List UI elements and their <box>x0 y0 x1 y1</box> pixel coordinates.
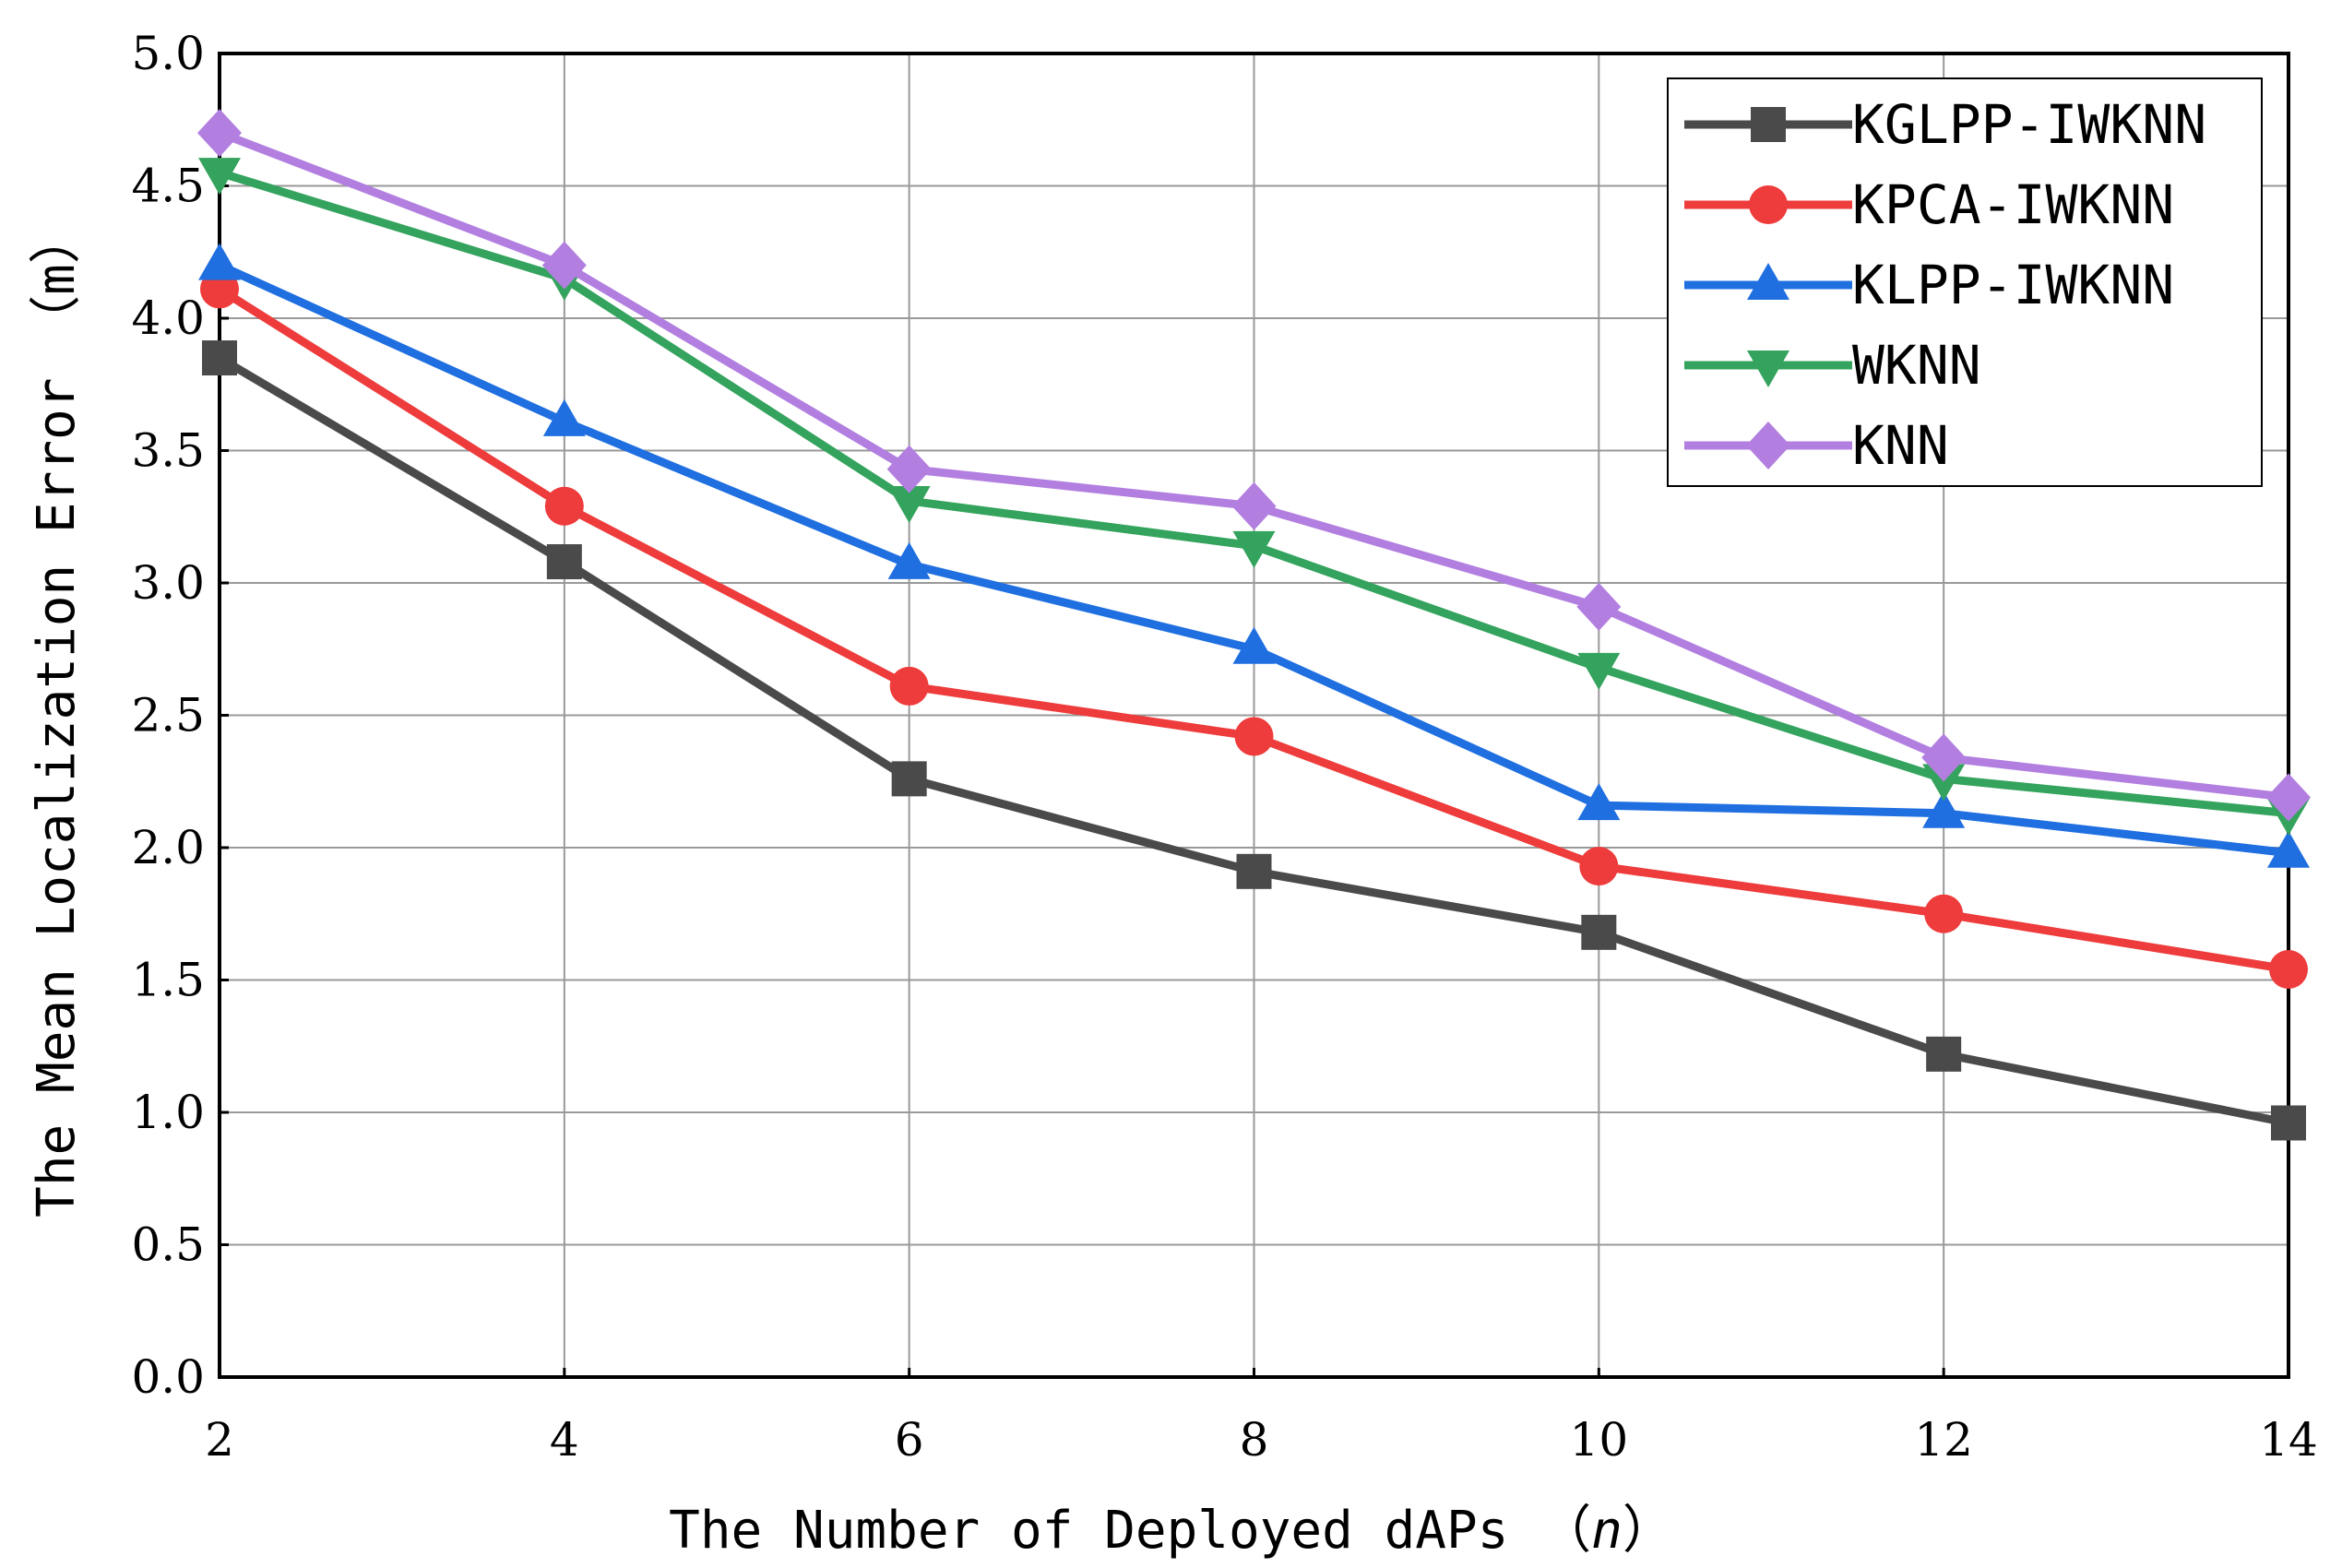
y-tick-label-2: 1.0 <box>131 1086 205 1139</box>
data-point-knn-6 <box>886 445 932 493</box>
data-point-kpca-iwknn-6 <box>889 666 929 706</box>
data-point-klpp-iwknn-14 <box>2267 830 2310 868</box>
x-tick-label-4: 10 <box>1570 1413 1629 1467</box>
x-tick-label-0: 2 <box>205 1413 234 1467</box>
legend-items: KGLPP-IWKNN KPCA-IWKNN KLPP-IWKNN WKNN KNN <box>1684 93 2206 477</box>
x-axis-ticks: 2 4 6 8 10 12 14 <box>205 1368 2318 1467</box>
legend-item-kglpp-iwknn: KGLPP-IWKNN <box>1684 93 2206 156</box>
data-point-kglpp-iwknn-8 <box>1236 853 1272 889</box>
x-axis-title-paren-open: （ <box>1508 1501 1591 1561</box>
x-axis-title: The Number of Deployed dAPs （n） <box>669 1501 1674 1561</box>
series-kglpp-iwknn <box>202 340 2306 1141</box>
x-tick-label-3: 8 <box>1240 1413 1269 1467</box>
y-axis-title: The Mean Localization Error （m） <box>27 212 87 1218</box>
y-tick-label-4: 2.0 <box>131 821 205 874</box>
data-point-kpca-iwknn-14 <box>2269 950 2308 990</box>
y-axis-title-unit: m <box>27 264 87 295</box>
data-point-kpca-iwknn-4 <box>544 486 584 526</box>
legend-item-wknn: WKNN <box>1684 334 1981 397</box>
legend-marker-kglpp-iwknn <box>1751 107 1786 142</box>
x-tick-label-2: 6 <box>895 1413 924 1467</box>
legend-marker-kpca-iwknn <box>1749 185 1788 224</box>
x-axis-title-paren-close: ） <box>1623 1501 1674 1561</box>
legend-item-kpca-iwknn: KPCA-IWKNN <box>1684 173 2174 236</box>
data-point-kpca-iwknn-8 <box>1234 717 1274 756</box>
data-point-wknn-12 <box>1922 764 1966 802</box>
y-tick-label-1: 0.5 <box>131 1218 205 1272</box>
data-point-wknn-10 <box>1577 652 1621 690</box>
legend-label-kglpp-iwknn: KGLPP-IWKNN <box>1852 93 2206 156</box>
y-tick-label-7: 3.5 <box>131 424 205 478</box>
data-point-klpp-iwknn-8 <box>1232 626 1276 664</box>
data-point-klpp-iwknn-12 <box>1922 790 1966 828</box>
data-point-klpp-iwknn-2 <box>198 243 241 280</box>
data-point-knn-12 <box>1921 733 1967 782</box>
y-axis-title-text: The Mean Localization Error <box>27 378 87 1218</box>
data-point-knn-4 <box>541 241 587 290</box>
series-klpp-iwknn <box>198 243 2310 868</box>
y-tick-label-8: 4.0 <box>131 291 205 345</box>
x-tick-label-6: 14 <box>2259 1413 2318 1467</box>
data-point-wknn-6 <box>887 486 931 524</box>
series-group <box>197 109 2311 1141</box>
data-point-klpp-iwknn-6 <box>887 541 931 579</box>
series-knn <box>197 109 2311 822</box>
data-point-knn-2 <box>197 109 242 158</box>
y-tick-label-0: 0.0 <box>131 1350 205 1404</box>
data-point-knn-8 <box>1231 481 1277 530</box>
data-point-klpp-iwknn-4 <box>542 398 586 436</box>
y-axis-ticks: 0.0 0.5 1.0 1.5 2.0 2.5 3.0 3.5 4.0 4.5 5.0 <box>131 27 229 1404</box>
data-point-kglpp-iwknn-12 <box>1926 1036 1962 1072</box>
x-tick-label-1: 4 <box>550 1413 579 1467</box>
y-tick-label-6: 3.0 <box>131 556 205 610</box>
x-axis-title-var: n <box>1591 1501 1623 1561</box>
data-point-kpca-iwknn-12 <box>1924 894 1964 933</box>
data-point-kglpp-iwknn-6 <box>891 761 927 797</box>
data-point-wknn-8 <box>1232 530 1276 568</box>
data-point-kpca-iwknn-10 <box>1579 847 1619 886</box>
legend-item-knn: KNN <box>1684 414 1949 477</box>
y-tick-label-10: 5.0 <box>131 27 205 80</box>
data-point-kglpp-iwknn-10 <box>1581 914 1617 950</box>
legend-item-klpp-iwknn: KLPP-IWKNN <box>1684 254 2174 316</box>
legend-label-knn: KNN <box>1852 414 1949 477</box>
data-point-wknn-2 <box>198 158 241 196</box>
y-axis-title-paren-open: （ <box>27 295 87 378</box>
legend-label-wknn: WKNN <box>1852 334 1981 397</box>
data-point-kglpp-iwknn-4 <box>546 544 582 580</box>
y-tick-label-3: 1.5 <box>131 954 205 1007</box>
legend-label-klpp-iwknn: KLPP-IWKNN <box>1852 254 2174 316</box>
data-point-kglpp-iwknn-14 <box>2271 1105 2306 1141</box>
x-axis-title-text: The Number of Deployed dAPs <box>669 1501 1508 1561</box>
legend-marker-wknn <box>1747 350 1789 387</box>
legend-marker-klpp-iwknn <box>1747 263 1789 300</box>
y-tick-label-9: 4.5 <box>131 160 205 213</box>
legend-label-kpca-iwknn: KPCA-IWKNN <box>1852 173 2174 236</box>
data-point-knn-10 <box>1576 582 1622 631</box>
data-point-knn-14 <box>2266 773 2311 822</box>
y-axis-title-paren-close: ） <box>27 212 87 264</box>
y-tick-label-5: 2.5 <box>131 689 205 742</box>
data-point-kglpp-iwknn-2 <box>202 340 237 376</box>
legend-marker-knn <box>1746 422 1790 469</box>
x-tick-label-5: 12 <box>1914 1413 1973 1467</box>
series-kpca-iwknn <box>200 269 2308 990</box>
legend: KGLPP-IWKNN KPCA-IWKNN KLPP-IWKNN WKNN KNN <box>1667 77 2263 487</box>
data-point-klpp-iwknn-10 <box>1577 783 1621 821</box>
